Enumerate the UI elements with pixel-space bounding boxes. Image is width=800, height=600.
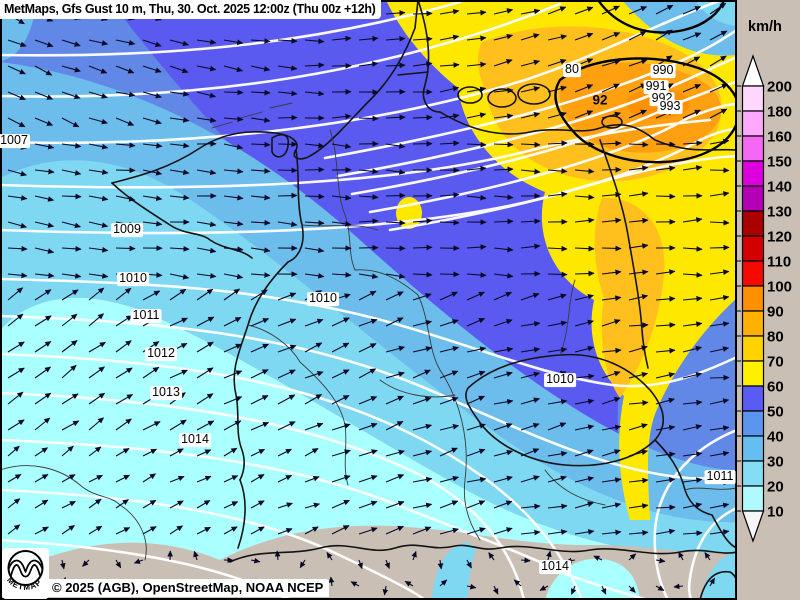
isobar-label: 1011 [130, 308, 162, 323]
legend-below-min-arrow [741, 510, 765, 543]
legend-tick-label: 60 [767, 379, 784, 396]
legend-tick-label: 90 [767, 304, 784, 321]
legend-color-box [741, 485, 765, 512]
gust-contour-label: 92 [592, 92, 608, 108]
isobar-label: 1010 [307, 291, 339, 306]
legend-color-box [741, 160, 765, 187]
metmaps-logo: METMAPS [0, 541, 49, 599]
logo-wave-m-icon [9, 559, 42, 578]
isobar-label: 993 [657, 99, 683, 114]
gust-color-legend: km/h 200 180 160 150 140 130 120 110 100 90 80 70 60 5… [737, 0, 800, 600]
legend-tick-label: 130 [767, 204, 792, 221]
metmaps-logo-graphic: METMAPS [0, 541, 44, 592]
isobar-label: 990 [650, 63, 676, 78]
legend-color-box [741, 110, 765, 137]
wind-arrows-layer [0, 2, 730, 596]
logo-circle [7, 550, 44, 586]
legend-tick-label: 20 [767, 479, 784, 496]
legend-tick-label: 140 [767, 179, 792, 196]
legend-color-box [741, 410, 765, 437]
isobar-label: 1013 [150, 385, 182, 400]
isobar-lines [0, 0, 737, 600]
legend-color-box [741, 210, 765, 237]
legend-tick-label: 100 [767, 279, 792, 296]
legend-tick-label: 80 [767, 329, 784, 346]
legend-tick-label: 10 [767, 504, 784, 521]
gust-map-canvas [0, 0, 737, 600]
legend-unit-label: km/h [748, 19, 782, 35]
isobar-label: 1012 [145, 346, 177, 361]
legend-color-box [741, 285, 765, 312]
legend-color-box [741, 235, 765, 262]
isobar-label: 1010 [544, 372, 576, 387]
legend-tick-label: 40 [767, 429, 784, 446]
gust-color-regions [0, 0, 737, 600]
isobar-label: 1014 [179, 432, 211, 447]
legend-color-box [741, 335, 765, 362]
legend-color-box [741, 360, 765, 387]
legend-color-box [741, 460, 765, 487]
legend-tick-label: 30 [767, 454, 784, 471]
legend-tick-label: 50 [767, 404, 784, 421]
legend-color-box [741, 385, 765, 412]
legend-color-box [741, 310, 765, 337]
legend-tick-label: 70 [767, 354, 784, 371]
legend-tick-label: 110 [767, 254, 791, 271]
isobar-label: 1011 [704, 469, 736, 484]
copyright-bar: © 2025 (AGB), OpenStreetMap, NOAA NCEP [46, 579, 330, 597]
legend-tick-label: 120 [767, 229, 792, 246]
legend-color-box [741, 435, 765, 462]
legend-tick-label: 150 [767, 154, 792, 171]
isobar-label: 1010 [117, 271, 149, 286]
isobar-label: 1009 [111, 222, 143, 237]
legend-color-box [741, 85, 765, 112]
legend-color-box [741, 185, 765, 212]
legend-tick-label: 160 [767, 129, 792, 146]
isobar-label: 991 [643, 79, 669, 94]
legend-color-box [741, 260, 765, 287]
legend-canvas: km/h 200 180 160 150 140 130 120 110 100 90 80 70 60 5… [737, 0, 800, 600]
map-title-bar: MetMaps, Gfs Gust 10 m, Thu, 30. Oct. 20… [0, 0, 381, 19]
isobar-label: 1014 [539, 559, 571, 574]
gust-contour-label: 80 [563, 62, 581, 77]
legend-tick-label: 180 [767, 104, 792, 121]
weather-map: 1007 1009 1010 1011 1012 1013 1014 1010 1010 1011… [0, 0, 737, 600]
legend-tick-label: 200 [767, 79, 792, 96]
legend-color-box [741, 135, 765, 162]
isobar-label: 1007 [0, 133, 30, 148]
